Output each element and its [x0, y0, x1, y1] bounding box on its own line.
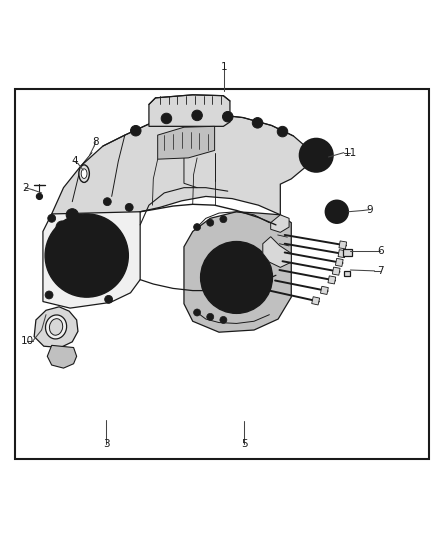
Circle shape — [194, 309, 201, 316]
Circle shape — [74, 243, 100, 269]
Circle shape — [125, 204, 133, 211]
Text: 11: 11 — [344, 148, 357, 158]
Bar — [15, 89, 429, 459]
Circle shape — [300, 139, 333, 172]
Circle shape — [194, 223, 201, 231]
Circle shape — [221, 252, 226, 257]
Circle shape — [305, 144, 328, 167]
Circle shape — [221, 297, 226, 303]
Circle shape — [207, 219, 214, 226]
Ellipse shape — [49, 319, 63, 335]
Circle shape — [260, 275, 265, 280]
Ellipse shape — [79, 165, 89, 182]
Circle shape — [280, 129, 285, 134]
Circle shape — [133, 128, 138, 133]
Circle shape — [48, 214, 56, 222]
Circle shape — [223, 111, 233, 122]
Circle shape — [192, 110, 202, 120]
Circle shape — [56, 243, 68, 255]
Circle shape — [56, 221, 68, 233]
Polygon shape — [339, 241, 346, 249]
Text: 3: 3 — [102, 439, 110, 449]
Circle shape — [201, 241, 272, 313]
Circle shape — [220, 216, 227, 223]
Circle shape — [105, 273, 111, 280]
Circle shape — [105, 295, 113, 303]
Polygon shape — [332, 267, 340, 275]
Bar — [344, 271, 350, 276]
Polygon shape — [52, 114, 309, 215]
Circle shape — [81, 251, 92, 261]
Text: 5: 5 — [241, 439, 248, 449]
Text: 9: 9 — [367, 205, 374, 215]
Circle shape — [103, 198, 111, 206]
Circle shape — [194, 113, 200, 118]
Circle shape — [63, 273, 69, 280]
Bar — [343, 249, 352, 256]
Circle shape — [113, 253, 120, 259]
Circle shape — [131, 125, 141, 136]
Circle shape — [164, 116, 169, 121]
Circle shape — [66, 209, 78, 221]
Circle shape — [325, 200, 348, 223]
Text: 6: 6 — [377, 246, 384, 256]
Polygon shape — [43, 197, 140, 308]
Text: 4: 4 — [71, 156, 78, 166]
Polygon shape — [263, 237, 291, 268]
Circle shape — [54, 253, 60, 259]
Circle shape — [207, 313, 214, 320]
Circle shape — [252, 118, 263, 128]
Polygon shape — [338, 249, 346, 257]
Polygon shape — [47, 345, 77, 368]
Text: 10: 10 — [21, 336, 34, 346]
Polygon shape — [271, 215, 289, 232]
Polygon shape — [328, 276, 336, 284]
Text: 7: 7 — [377, 266, 384, 276]
Circle shape — [84, 282, 90, 288]
Circle shape — [84, 223, 90, 229]
Circle shape — [227, 268, 246, 287]
Circle shape — [161, 113, 172, 124]
Circle shape — [277, 126, 288, 137]
Text: 1: 1 — [221, 62, 228, 72]
Polygon shape — [158, 126, 215, 159]
Text: 2: 2 — [22, 183, 29, 192]
Polygon shape — [149, 95, 230, 126]
Circle shape — [63, 231, 69, 238]
Circle shape — [45, 214, 128, 297]
Circle shape — [225, 114, 230, 119]
Circle shape — [45, 291, 53, 299]
Ellipse shape — [81, 169, 87, 179]
Circle shape — [105, 231, 111, 238]
Polygon shape — [184, 212, 291, 332]
Circle shape — [247, 297, 252, 303]
Polygon shape — [312, 297, 320, 305]
Circle shape — [330, 205, 344, 219]
Ellipse shape — [46, 315, 67, 339]
Polygon shape — [34, 307, 78, 348]
Circle shape — [36, 193, 42, 199]
Circle shape — [247, 252, 252, 257]
Circle shape — [220, 317, 227, 324]
Polygon shape — [321, 286, 328, 294]
Circle shape — [208, 275, 213, 280]
Polygon shape — [336, 259, 343, 266]
Text: 8: 8 — [92, 136, 99, 147]
Circle shape — [255, 120, 260, 125]
